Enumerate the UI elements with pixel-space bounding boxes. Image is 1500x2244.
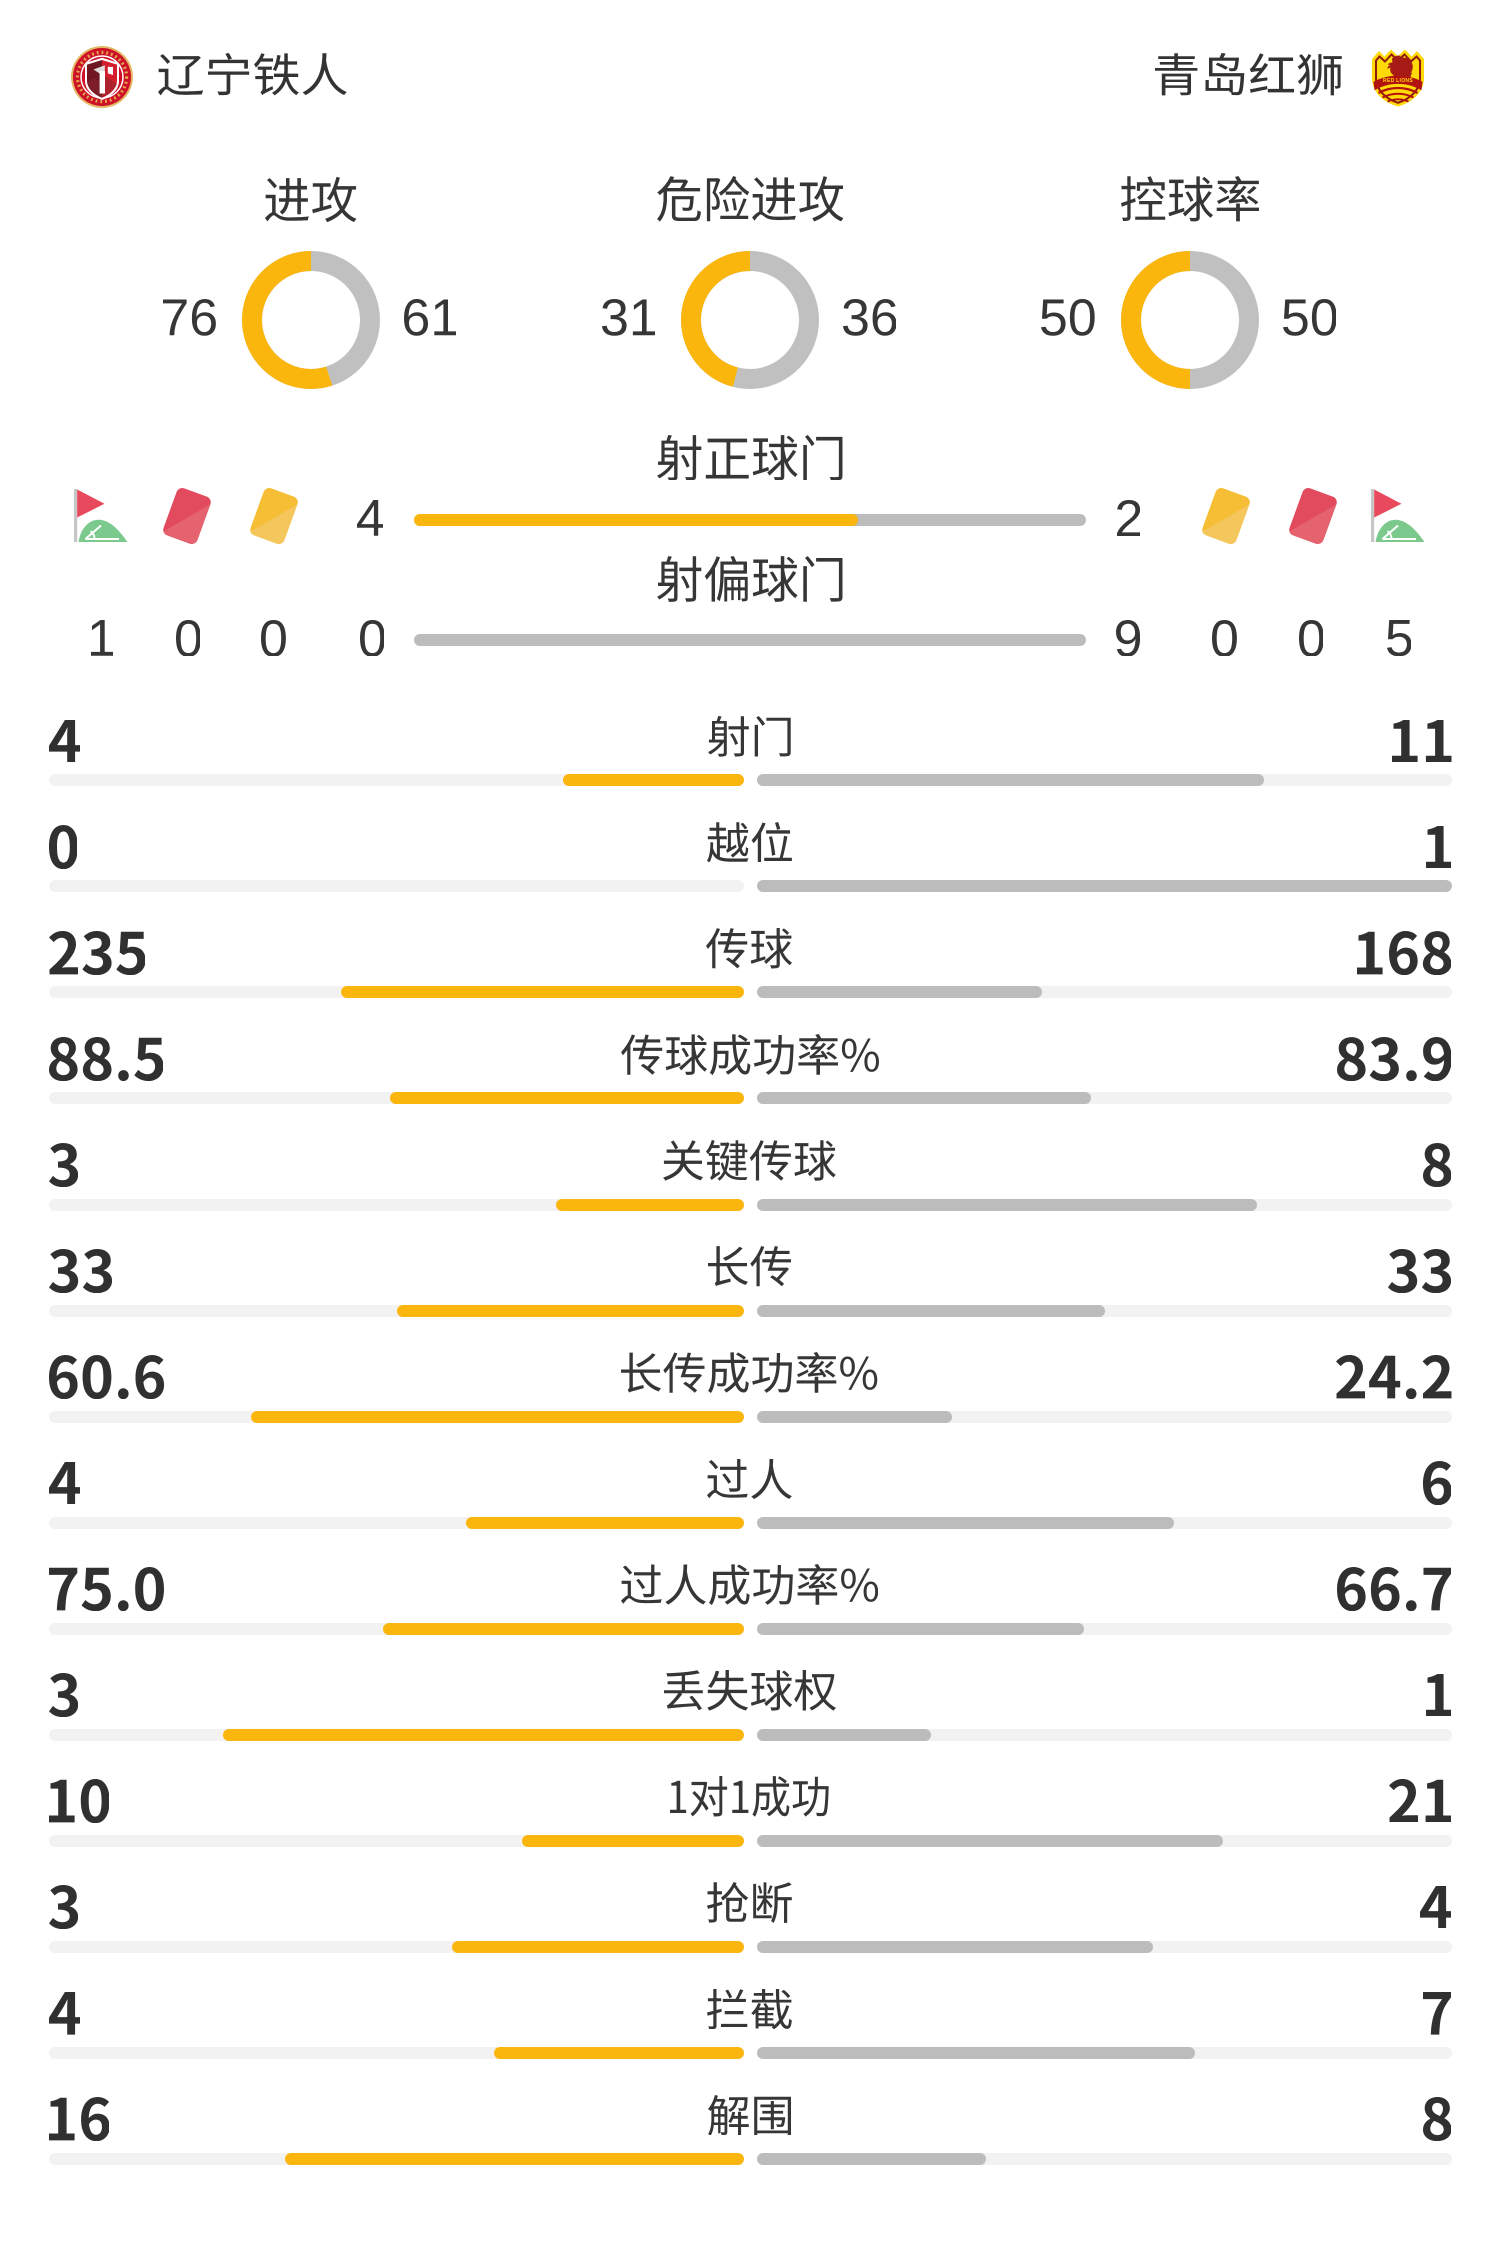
svg-text:RED LIONS: RED LIONS — [1383, 78, 1413, 84]
